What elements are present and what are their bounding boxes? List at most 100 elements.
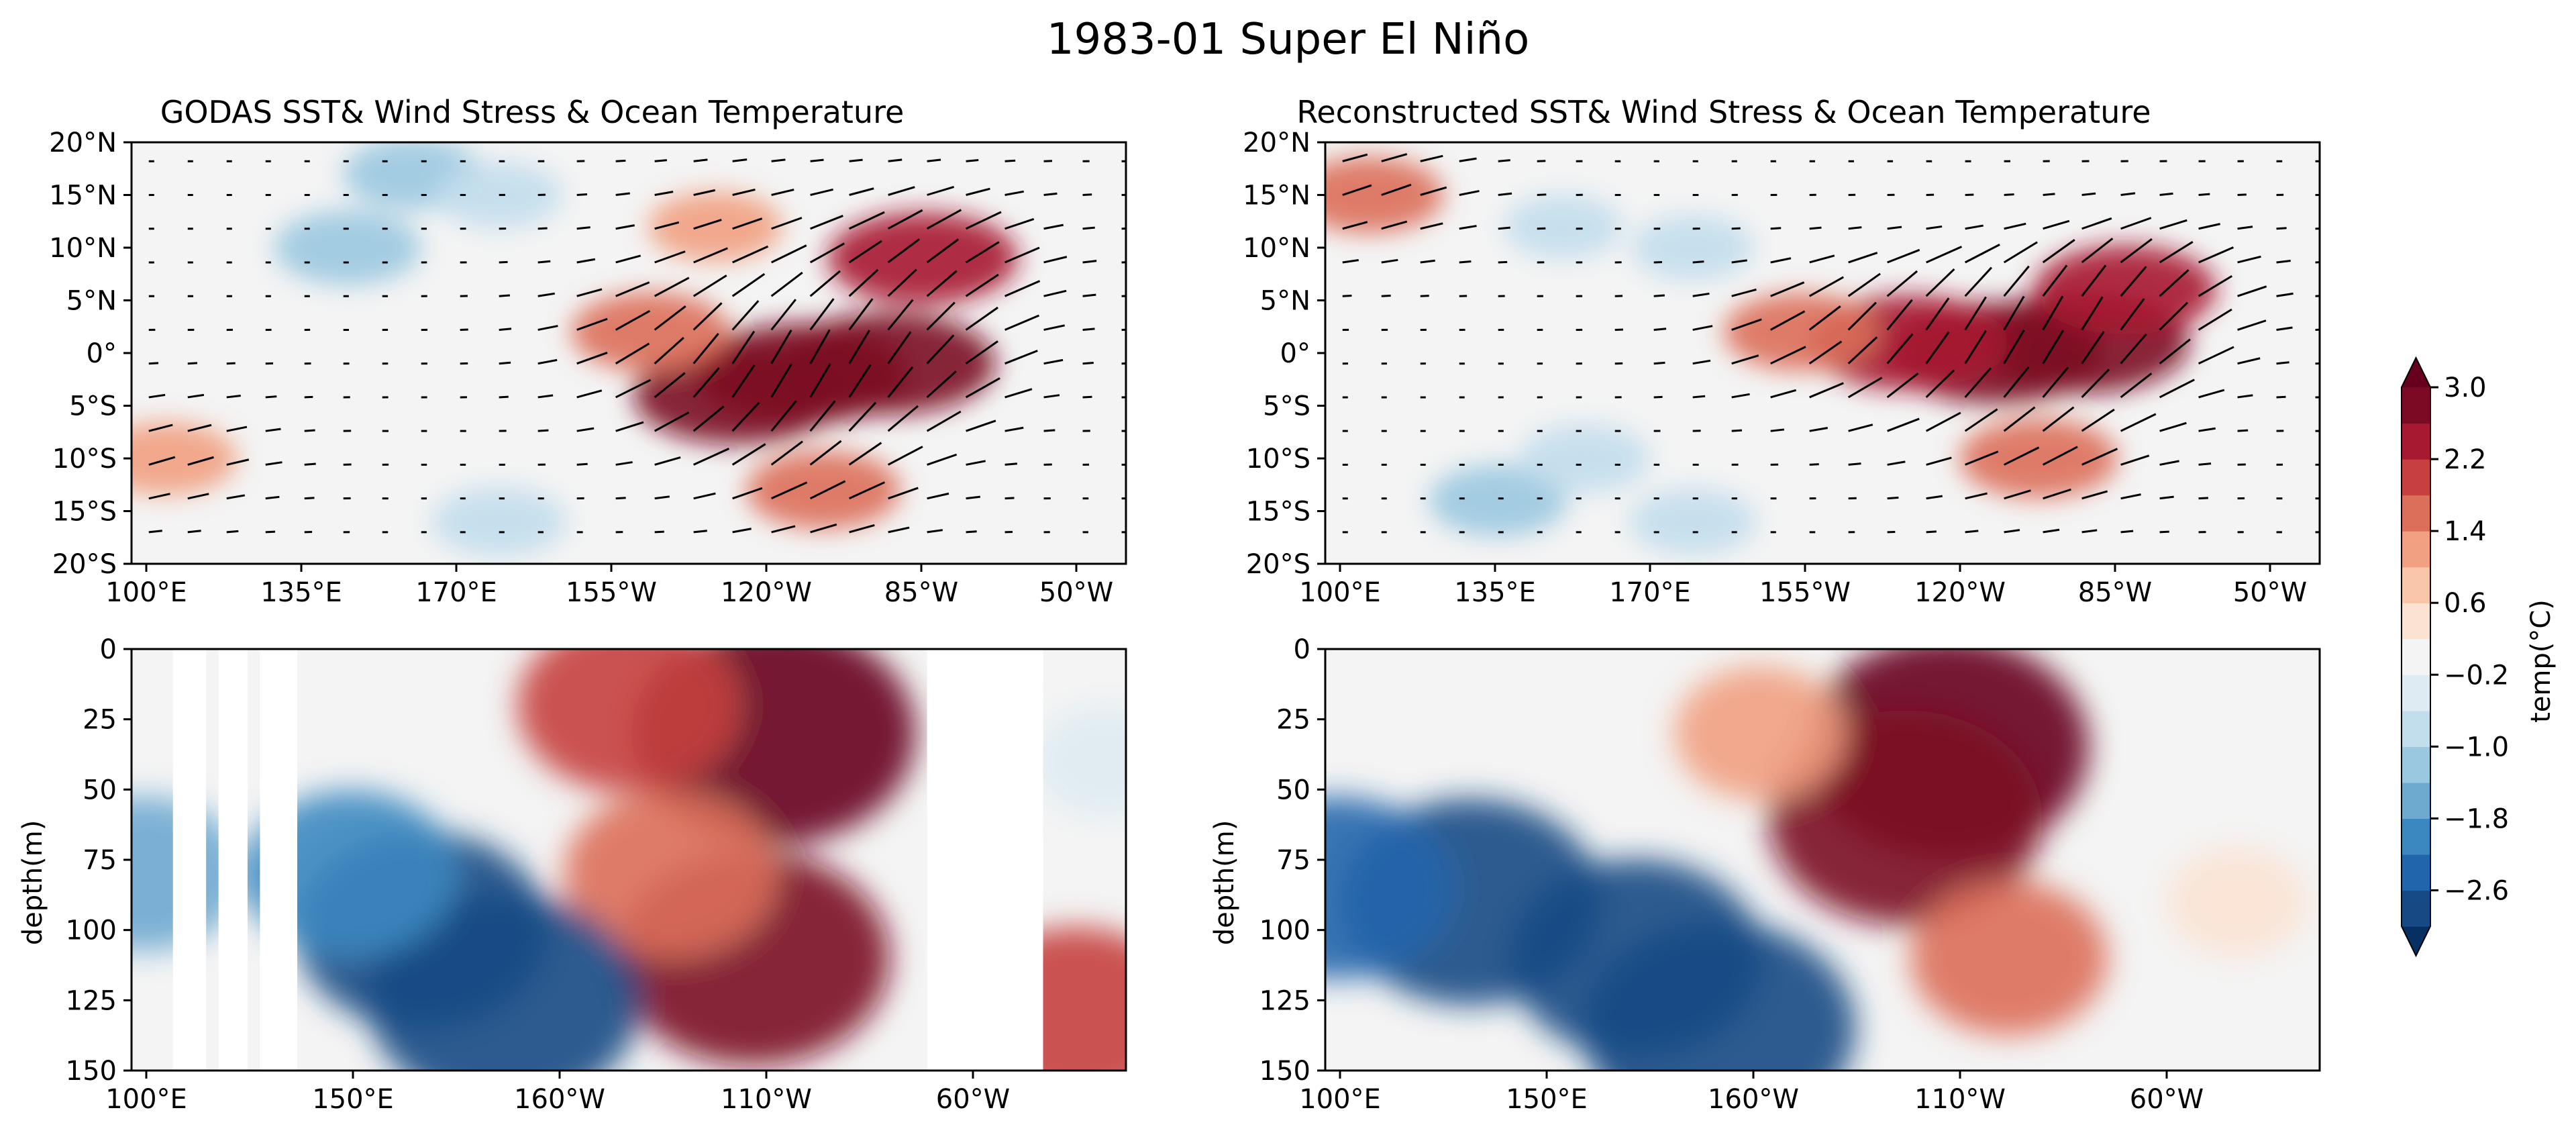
y-tick-label: 15°S xyxy=(1246,497,1310,528)
y-tick-label: 10°S xyxy=(52,444,117,475)
wind-vector xyxy=(2081,296,2104,331)
colorbar-tick-label: −1.8 xyxy=(2444,803,2509,834)
depth-section: 100°E 150°E 160°W 110°W 60°W 0 25 50 75 100 125 150 xyxy=(1259,634,2321,1115)
wind-vector xyxy=(2043,219,2070,230)
wind-vector xyxy=(1848,226,1862,230)
wind-vector xyxy=(1004,462,1017,466)
wind-vector xyxy=(965,340,998,364)
wind-vector xyxy=(1925,297,1950,331)
wind-vector xyxy=(148,493,170,500)
wind-vector xyxy=(927,492,949,500)
anomaly-region xyxy=(648,191,782,262)
wind-vector xyxy=(1809,426,1828,432)
wind-vector xyxy=(926,334,955,364)
wind-vector xyxy=(1004,350,1038,365)
wind-vector xyxy=(1808,276,1844,297)
wind-vector xyxy=(1925,369,1955,399)
wind-vector xyxy=(848,211,885,230)
colorbar-swatch xyxy=(2402,423,2430,460)
anomaly-region xyxy=(2166,846,2308,957)
wind-vector xyxy=(887,405,919,432)
anomaly-region xyxy=(827,211,1019,305)
wind-vector xyxy=(187,362,198,365)
anomaly-region xyxy=(1910,881,2108,1036)
wind-vector xyxy=(809,440,842,466)
wind-vector xyxy=(615,497,626,500)
wind-vector xyxy=(1964,330,1987,364)
wind-vector xyxy=(1809,254,1835,264)
wind-vector xyxy=(1342,221,1368,230)
wind-vector xyxy=(1381,294,1391,297)
y-tick-label: 15°S xyxy=(52,497,117,528)
y-tick-label: 5°N xyxy=(66,286,117,317)
colorbar-swatch xyxy=(2402,459,2430,496)
wind-vector xyxy=(2081,490,2108,500)
colorbar-swatch xyxy=(2402,638,2430,675)
wind-vector xyxy=(770,400,797,432)
wind-vector xyxy=(692,405,725,432)
wind-vector xyxy=(965,273,999,297)
anomaly-region xyxy=(1959,418,2118,499)
anomaly-region xyxy=(274,210,421,285)
x-tick-label: 160°W xyxy=(514,1084,605,1115)
wind-vector xyxy=(1692,325,1713,331)
colorbar-tick-label: 2.2 xyxy=(2444,444,2487,475)
wind-vector xyxy=(731,300,760,331)
wind-vector xyxy=(2237,429,2249,432)
wind-vector xyxy=(654,159,667,162)
wind-vector xyxy=(1004,246,1040,264)
anomaly-region xyxy=(1034,706,1126,817)
wind-vector xyxy=(2159,241,2194,264)
wind-vector xyxy=(1926,246,1963,264)
wind-vector xyxy=(2159,422,2187,432)
wind-vector xyxy=(887,366,914,398)
wind-vector xyxy=(848,364,872,398)
wind-vector xyxy=(1004,314,1040,331)
wind-vector xyxy=(2198,275,2233,297)
y-tick-label: 20°N xyxy=(49,128,117,158)
anomaly-region xyxy=(244,790,458,957)
x-tick-label: 135°E xyxy=(1454,577,1536,608)
wind-vector xyxy=(1420,154,1443,162)
wind-vector xyxy=(2159,269,2189,297)
wind-vector xyxy=(809,400,836,432)
colorbar-tick-label: 1.4 xyxy=(2444,516,2487,547)
wind-vector xyxy=(615,309,651,331)
wind-vector xyxy=(2081,448,2118,466)
anomaly-region xyxy=(1631,215,1754,281)
wind-vector xyxy=(810,188,833,196)
wind-vector xyxy=(693,530,707,534)
wind-vector xyxy=(1925,268,1955,297)
wind-vector xyxy=(809,480,846,500)
wind-vector xyxy=(2120,373,2153,399)
x-tick-label: 120°W xyxy=(1914,577,2006,608)
wind-vector xyxy=(1653,294,1665,297)
wind-vector xyxy=(2003,295,2025,331)
anomaly-region xyxy=(132,422,238,495)
wind-vector xyxy=(304,429,315,432)
wind-vector xyxy=(809,329,831,364)
missing-data-band xyxy=(260,649,297,1071)
wind-vector xyxy=(654,250,686,264)
wind-vector xyxy=(848,401,877,432)
wind-vector xyxy=(499,361,511,365)
wind-vector xyxy=(615,421,644,432)
wind-vector xyxy=(576,288,603,297)
wind-vector xyxy=(770,299,796,331)
wind-vector xyxy=(966,460,986,466)
wind-vector xyxy=(926,301,956,331)
wind-vector xyxy=(1887,460,1906,466)
wind-vector xyxy=(887,238,920,264)
wind-vector xyxy=(1964,244,2000,264)
y-tick-label: 125 xyxy=(1259,985,1310,1016)
colorbar-swatch xyxy=(2402,495,2430,532)
wind-vector xyxy=(499,294,510,297)
wind-vector xyxy=(2198,427,2216,432)
wind-vector xyxy=(809,363,831,398)
wind-vector xyxy=(2003,241,2038,264)
wind-vector xyxy=(1770,281,1805,297)
y-tick-label: 10°N xyxy=(49,233,117,264)
wind-vector xyxy=(1848,252,1878,264)
wind-vector xyxy=(1731,393,1750,399)
wind-vector xyxy=(2276,326,2293,331)
